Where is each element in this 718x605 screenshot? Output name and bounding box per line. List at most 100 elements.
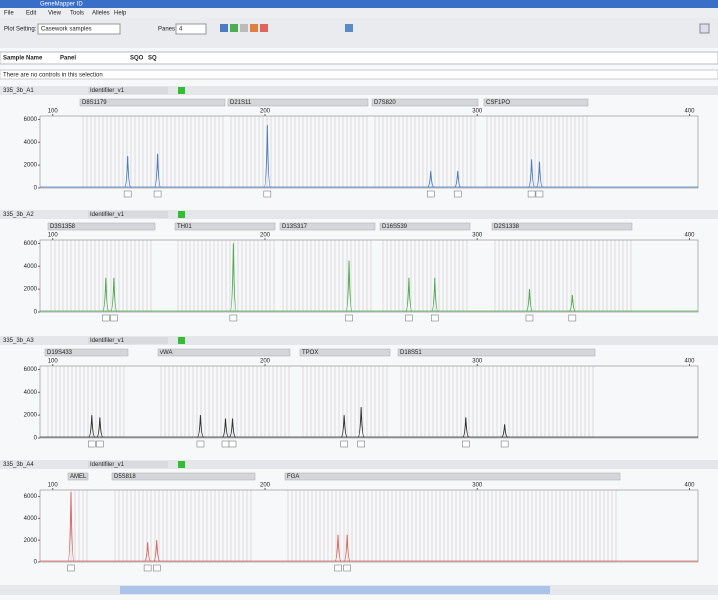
peak	[102, 277, 110, 312]
x-tick-label: 100	[48, 359, 59, 365]
scroll-thumb[interactable]	[120, 586, 550, 594]
marker-box	[157, 348, 291, 357]
marker-box	[79, 98, 226, 107]
peak	[427, 170, 434, 188]
menu-item[interactable]: Edit	[26, 11, 37, 17]
peak	[535, 161, 543, 188]
panel-field	[88, 337, 168, 344]
blue-button[interactable]	[220, 24, 228, 32]
allele-call-box	[153, 190, 162, 198]
gray-button[interactable]	[240, 24, 248, 32]
peak	[124, 155, 132, 188]
allele-call-box	[229, 314, 238, 322]
menu-item[interactable]: View	[48, 11, 62, 17]
x-tick-label: 200	[260, 109, 271, 115]
peak	[454, 170, 461, 188]
allele-call-box	[345, 314, 353, 322]
marker-name: D3S1358	[50, 224, 76, 230]
allele-call-box	[152, 564, 161, 572]
panes: 4	[179, 27, 183, 33]
sample-pane: 335_3b_A1 Identifiler_v1 D8S1179 D21S11 D7S8…	[0, 86, 718, 198]
y-tick-label: 4000	[24, 516, 38, 522]
allele-call-box	[123, 190, 132, 198]
red-button[interactable]	[260, 24, 268, 32]
peak	[431, 277, 439, 312]
green-button[interactable]	[230, 24, 238, 32]
menu: File Edit View Tools Alleles Help	[4, 11, 127, 17]
peak	[110, 277, 118, 312]
marker-name: D13S317	[282, 224, 308, 230]
menu-item[interactable]: Alleles	[92, 11, 110, 17]
allele-call-box	[67, 564, 75, 572]
allele-call-box	[340, 440, 348, 448]
allele-call-box	[88, 440, 96, 448]
allele-call-box	[228, 440, 237, 448]
x-tick-label: 300	[472, 233, 483, 239]
marker-box	[279, 222, 376, 231]
marker-name: vWA	[160, 350, 172, 356]
sample-name: 335_3b_A2	[3, 212, 34, 218]
tool-button[interactable]	[345, 24, 353, 32]
x-tick-label: 100	[48, 483, 59, 489]
x-tick-label: 400	[685, 109, 696, 115]
y-tick-label: 6000	[24, 241, 38, 247]
peak	[144, 542, 151, 562]
column-header: Panel	[60, 56, 76, 62]
peak	[263, 125, 271, 188]
peak	[67, 492, 75, 562]
plot-setting-label: Plot Setting:	[4, 27, 37, 33]
peak	[88, 415, 96, 438]
menu-item[interactable]: Help	[114, 11, 127, 17]
y-tick-label: 0	[34, 436, 38, 442]
marker-name: D21S11	[230, 100, 252, 106]
color-buttons	[220, 23, 710, 34]
marker-box	[299, 348, 391, 357]
peak	[229, 243, 237, 312]
panes-dropdown[interactable]	[175, 23, 207, 35]
status-indicator	[178, 211, 185, 218]
allele-call-box	[196, 440, 205, 448]
marker-name: CSF1PO	[486, 100, 510, 106]
marker-box	[174, 222, 276, 231]
menu-bar	[0, 8, 718, 18]
marker-box	[284, 472, 621, 481]
peak	[569, 294, 576, 312]
table-headers: Sample Name Panel SQO SQ	[3, 56, 157, 62]
x-tick-label: 200	[260, 359, 271, 365]
menu-item[interactable]: Tools	[70, 11, 84, 17]
sample-pane: 335_3b_A2 Identifiler_v1 D3S1358 TH01 D13S31…	[0, 210, 718, 322]
title-bar	[0, 0, 718, 8]
status-indicator	[178, 461, 185, 468]
menu-item[interactable]: File	[4, 11, 14, 17]
y-tick-label: 2000	[24, 287, 38, 293]
sample-name: 335_3b_A1	[3, 88, 34, 94]
allele-call-box	[143, 564, 152, 572]
panel-name: Identifiler_v1	[90, 88, 125, 94]
status-indicator	[178, 337, 185, 344]
y-tick-label: 4000	[24, 390, 38, 396]
plot-setting-dropdown[interactable]	[37, 23, 121, 35]
status-row	[0, 69, 718, 80]
allele-call-box	[427, 190, 435, 198]
marker-box	[47, 222, 156, 231]
marker-name: FGA	[287, 474, 299, 480]
x-tick-label: 400	[685, 359, 696, 365]
plots: 335_3b_A1 Identifiler_v1 D8S1179 D21S11 D7S8…	[0, 86, 718, 572]
window-button[interactable]	[699, 23, 710, 34]
allele-call-box	[405, 314, 413, 322]
app-title: GeneMapper ID	[40, 2, 83, 8]
marker-name: D18S51	[400, 350, 422, 356]
marker-name: D19S433	[47, 350, 73, 356]
allele-call-box	[431, 314, 439, 322]
orange-button[interactable]	[250, 24, 258, 32]
marker-name: TH01	[177, 224, 192, 230]
y-tick-label: 2000	[24, 538, 38, 544]
allele-call-box	[334, 564, 342, 572]
y-tick-label: 0	[34, 186, 38, 192]
x-tick-label: 200	[260, 483, 271, 489]
marker-name: D7S820	[374, 100, 396, 106]
marker-name: TPOX	[302, 350, 318, 356]
table-header	[0, 51, 718, 65]
